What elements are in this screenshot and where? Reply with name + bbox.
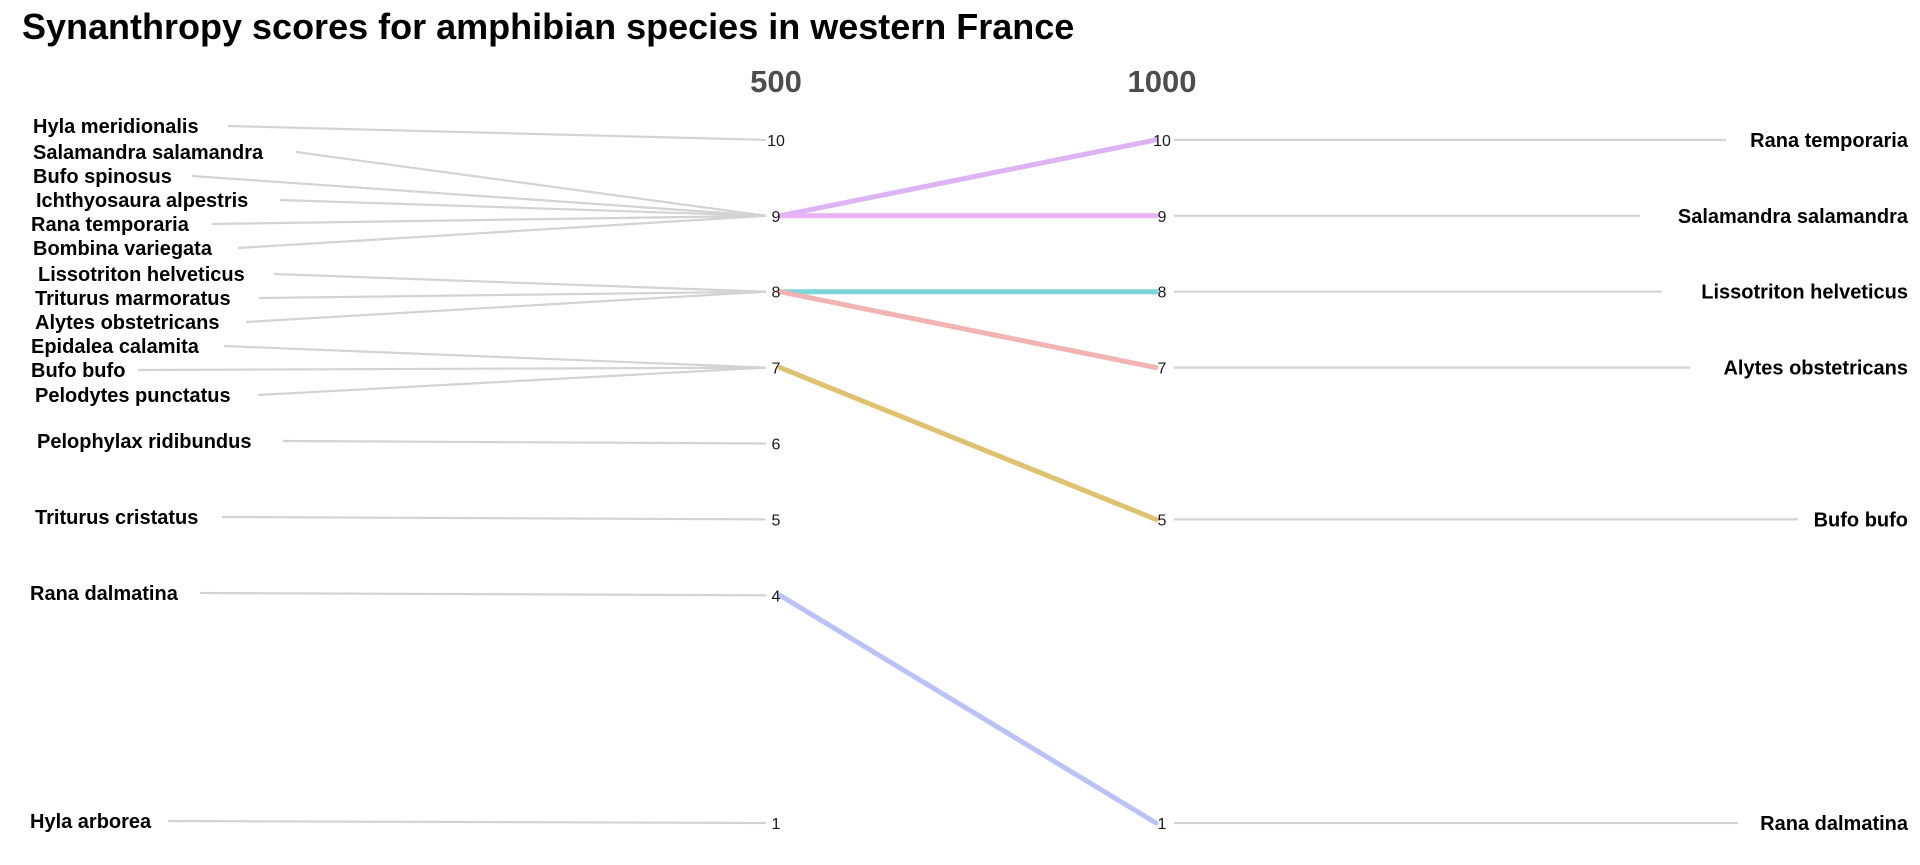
connector-lines (137, 124, 1798, 825)
score-label-500: 4 (772, 588, 781, 605)
left-species-label: Bufo spinosus (33, 166, 172, 188)
right-species-label: Lissotriton helveticus (1701, 282, 1908, 304)
score-label-1000: 7 (1158, 361, 1167, 378)
left-species-label: Pelodytes punctatus (35, 385, 231, 407)
score-label-500: 9 (772, 209, 781, 226)
left-connector-line (279, 198, 767, 217)
left-species-label: Lissotriton helveticus (38, 264, 245, 286)
score-label-500: 8 (772, 285, 781, 302)
left-species-label: Alytes obstetricans (35, 312, 220, 334)
left-species-label: Triturus marmoratus (35, 288, 231, 310)
left-connector-line (167, 819, 767, 825)
right-species-label: Rana dalmatina (1760, 813, 1909, 835)
left-species-label: Epidalea calamita (31, 336, 200, 358)
series-line (777, 365, 1159, 522)
score-label-500: 1 (772, 816, 781, 833)
score-label-1000: 9 (1158, 209, 1167, 226)
left-connector-line (223, 344, 767, 369)
left-species-label: Hyla meridionalis (33, 116, 199, 138)
left-connector-line (211, 214, 767, 226)
left-species-label: Pelophylax ridibundus (37, 431, 251, 453)
left-connector-line (237, 214, 767, 250)
score-label-1000: 10 (1153, 133, 1171, 150)
left-species-label: Bufo bufo (31, 360, 125, 382)
series-line (777, 592, 1159, 826)
score-labels: 10 9 8 7 6 5 4 1 10 9 8 7 5 1 (767, 133, 1171, 833)
right-species-label: Alytes obstetricans (1723, 358, 1908, 380)
left-connector-line (227, 124, 767, 141)
left-species-label: Ichthyosaura alpestris (36, 190, 248, 212)
score-label-500: 10 (767, 133, 785, 150)
right-species-label: Rana temporaria (1750, 130, 1909, 152)
left-species-label: Bombina variegata (33, 238, 213, 260)
score-label-500: 5 (772, 512, 781, 529)
column-headers: 500 1000 (750, 64, 1196, 99)
left-connector-line (245, 290, 767, 324)
left-species-label: Rana temporaria (31, 214, 190, 236)
series-lines (777, 137, 1159, 826)
chart-title: Synanthropy scores for amphibian species… (22, 6, 1075, 47)
series-line (777, 289, 1159, 371)
left-connector-line (221, 515, 767, 521)
left-connector-line (191, 174, 767, 217)
column-header-500: 500 (750, 64, 802, 99)
left-connector-line (137, 366, 767, 372)
right-species-labels: Rana temporaria Salamandra salamandra Liss… (1678, 130, 1909, 835)
left-connector-line (258, 290, 767, 300)
score-label-1000: 1 (1158, 816, 1167, 833)
left-connector-line (282, 439, 767, 445)
left-connector-line (257, 366, 767, 397)
left-species-label: Salamandra salamandra (33, 142, 264, 164)
column-header-1000: 1000 (1128, 64, 1197, 99)
left-connector-line (295, 150, 767, 217)
left-species-label: Hyla arborea (30, 811, 152, 833)
left-species-label: Rana dalmatina (30, 583, 179, 605)
score-label-1000: 8 (1158, 285, 1167, 302)
right-species-label: Salamandra salamandra (1678, 206, 1909, 228)
score-label-1000: 5 (1158, 512, 1167, 529)
left-connector-line (273, 272, 767, 293)
right-species-label: Bufo bufo (1814, 509, 1908, 531)
score-label-500: 7 (772, 361, 781, 378)
series-line (777, 137, 1159, 219)
left-connector-line (199, 591, 767, 597)
score-label-500: 6 (772, 437, 781, 454)
left-species-label: Triturus cristatus (35, 507, 198, 529)
